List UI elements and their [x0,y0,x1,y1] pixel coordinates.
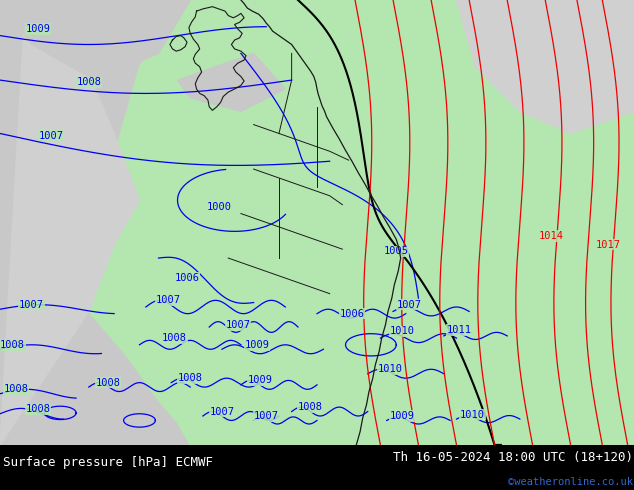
Text: 1010: 1010 [390,326,415,337]
Text: 1005: 1005 [384,246,409,256]
Text: 1007: 1007 [254,411,279,421]
Polygon shape [178,53,285,111]
Text: 1008: 1008 [95,378,120,388]
Polygon shape [0,0,139,445]
Text: 1010: 1010 [460,410,485,419]
Text: 1009: 1009 [25,24,51,34]
Text: 1007: 1007 [225,320,250,330]
Text: ©weatheronline.co.uk: ©weatheronline.co.uk [508,477,633,487]
Text: 1008: 1008 [298,402,323,412]
Text: 1017: 1017 [596,240,621,250]
Text: 1007: 1007 [155,295,181,305]
Text: Th 16-05-2024 18:00 UTC (18+120): Th 16-05-2024 18:00 UTC (18+120) [392,451,633,464]
Text: 1008: 1008 [178,373,203,383]
Text: 1011: 1011 [447,325,472,335]
Text: 1007: 1007 [19,300,44,310]
Text: 1014: 1014 [539,231,564,241]
Text: 1008: 1008 [25,404,51,415]
Polygon shape [0,0,634,445]
Text: 1008: 1008 [3,384,29,394]
Polygon shape [89,0,634,445]
Text: 1006: 1006 [174,273,200,283]
Polygon shape [0,0,190,80]
Text: Surface pressure [hPa] ECMWF: Surface pressure [hPa] ECMWF [3,456,213,468]
Text: 1010: 1010 [377,364,403,374]
Text: 1008: 1008 [0,340,25,350]
Text: 1007: 1007 [38,131,63,141]
Text: 1008: 1008 [162,333,187,343]
Polygon shape [0,445,634,490]
Text: 1000: 1000 [206,202,231,212]
Text: 1006: 1006 [339,309,365,318]
Text: 1009: 1009 [390,411,415,421]
Text: 1009: 1009 [247,375,273,386]
Text: 1009: 1009 [244,340,269,350]
Text: 1007: 1007 [209,407,235,416]
Text: 1007: 1007 [396,300,422,310]
Text: 1008: 1008 [76,77,101,87]
Polygon shape [456,0,634,133]
